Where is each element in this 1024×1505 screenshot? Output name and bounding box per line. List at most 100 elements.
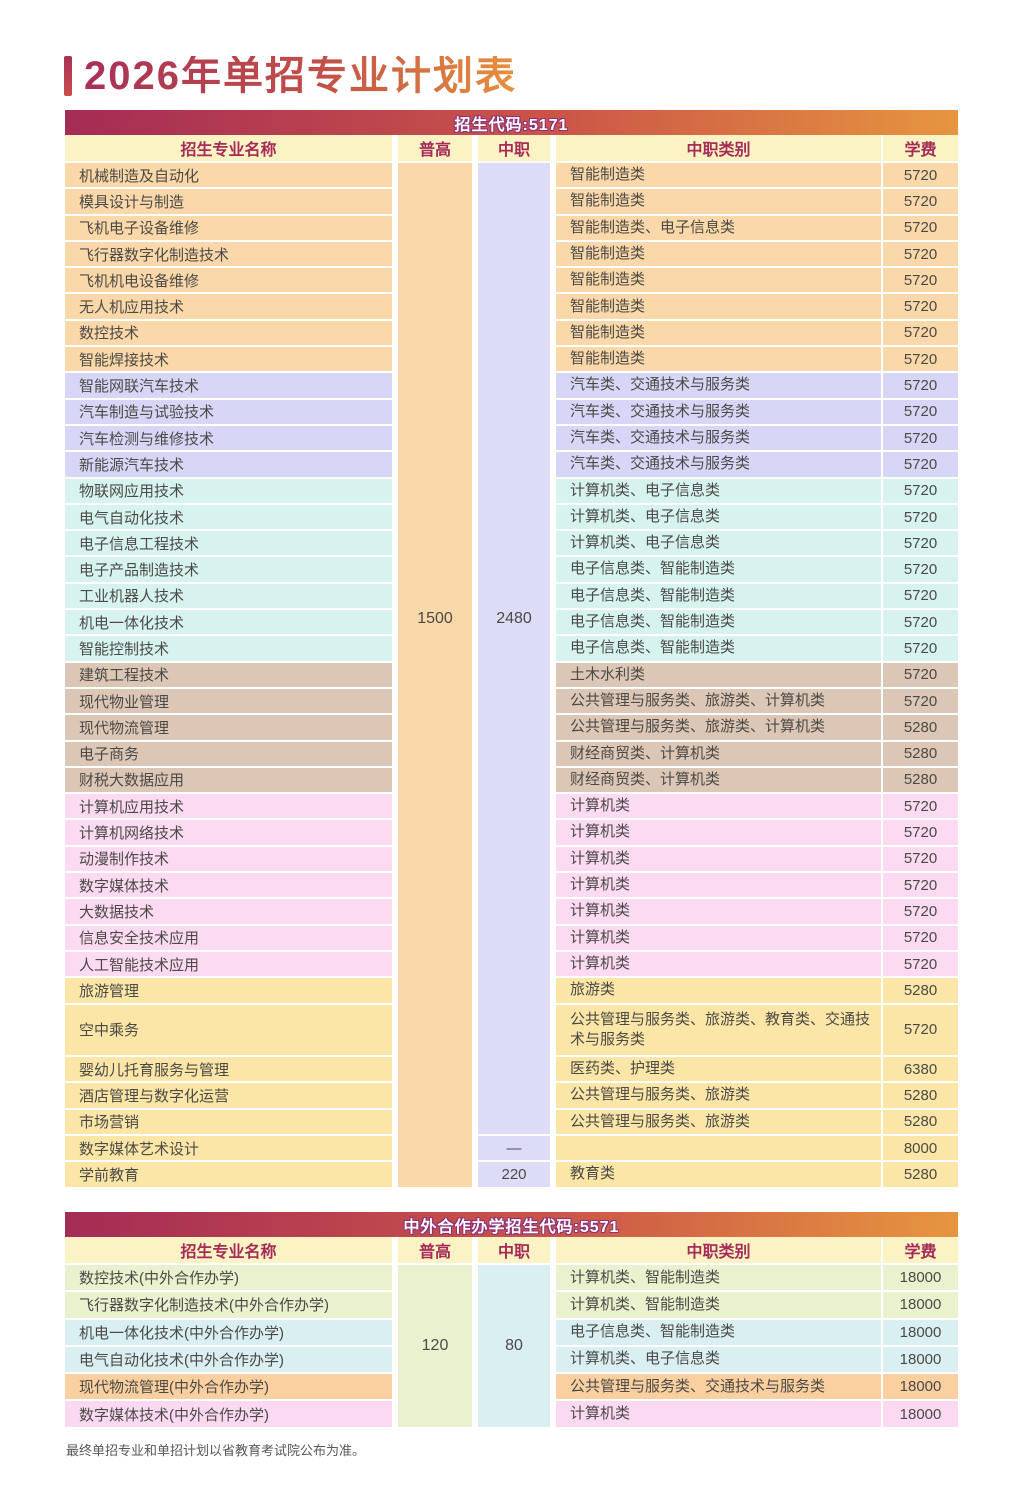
table1-zhongzhi-total: 2480 — [496, 610, 532, 627]
fee-cell: 5720 — [883, 557, 958, 582]
category-cell: 公共管理与服务类、旅游类、计算机类 — [556, 688, 881, 714]
major-name-cell: 模具设计与制造 — [65, 189, 392, 214]
table2-band: 中外合作办学招生代码:5571 — [65, 1212, 958, 1237]
major-name-cell: 计算机应用技术 — [65, 794, 392, 819]
column-header-fee: 学费 — [883, 135, 958, 161]
category-cell: 计算机类 — [556, 873, 881, 898]
major-name-cell: 建筑工程技术 — [65, 662, 392, 687]
category-cell: 计算机类、电子信息类 — [556, 504, 881, 530]
category-cell: 计算机类 — [556, 951, 881, 977]
major-name-cell: 计算机网络技术 — [65, 820, 392, 845]
major-name-cell: 工业机器人技术 — [65, 583, 392, 609]
table-row: 旅游管理 旅游类 5280 — [65, 978, 958, 1004]
category-cell: 计算机类 — [556, 820, 881, 845]
fee-cell: 18000 — [883, 1401, 958, 1427]
table-row: 动漫制作技术 计算机类 5720 — [65, 846, 958, 873]
column-header-fee: 学费 — [883, 1237, 958, 1263]
fee-cell: 5720 — [883, 504, 958, 530]
fee-cell: 5720 — [883, 583, 958, 609]
fee-cell: 5720 — [883, 452, 958, 477]
fee-cell: 5280 — [883, 715, 958, 740]
fee-cell: 5720 — [883, 425, 958, 451]
fee-cell: 5720 — [883, 951, 958, 977]
table-row: 飞行器数字化制造技术 智能制造类 5720 — [65, 241, 958, 268]
fee-cell: 5720 — [883, 531, 958, 556]
fee-cell: 5720 — [883, 662, 958, 687]
table-row: 智能焊接技术 智能制造类 5720 — [65, 347, 958, 373]
table-row: 学前教育 220 教育类 5280 — [65, 1162, 958, 1188]
category-cell: 土木水利类 — [556, 662, 881, 687]
category-cell — [556, 1135, 881, 1161]
category-cell: 智能制造类 — [556, 268, 881, 293]
table-row: 电气自动化技术 计算机类、电子信息类 5720 — [65, 504, 958, 531]
major-name-cell: 大数据技术 — [65, 899, 392, 924]
category-cell: 公共管理与服务类、交通技术与服务类 — [556, 1374, 881, 1400]
major-name-cell: 数控技术 — [65, 320, 392, 346]
major-name-cell: 智能焊接技术 — [65, 347, 392, 372]
major-name-cell: 机械制造及自动化 — [65, 163, 392, 188]
page-title: 2026年单招专业计划表 — [84, 54, 517, 98]
table-row: 模具设计与制造 智能制造类 5720 — [65, 189, 958, 215]
category-cell: 智能制造类、电子信息类 — [556, 215, 881, 240]
table-row: 汽车检测与维修技术 汽车类、交通技术与服务类 5720 — [65, 425, 958, 452]
major-name-cell: 机电一体化技术(中外合作办学) — [65, 1319, 392, 1345]
fee-cell: 5720 — [883, 846, 958, 872]
major-name-cell: 飞行器数字化制造技术(中外合作办学) — [65, 1292, 392, 1318]
column-header-category: 中职类别 — [556, 135, 881, 161]
major-name-cell: 电气自动化技术 — [65, 504, 392, 530]
fee-cell: 18000 — [883, 1292, 958, 1318]
major-name-cell: 现代物流管理(中外合作办学) — [65, 1374, 392, 1400]
fee-cell: 5720 — [883, 399, 958, 424]
fee-cell: 5720 — [883, 373, 958, 398]
table2-zhongzhi-merged-cell: 80 — [478, 1265, 550, 1427]
category-cell: 公共管理与服务类、旅游类 — [556, 1109, 881, 1134]
major-name-cell: 电子信息工程技术 — [65, 531, 392, 556]
column-header-category: 中职类别 — [556, 1237, 881, 1263]
fee-cell: 5720 — [883, 294, 958, 319]
category-cell: 计算机类、智能制造类 — [556, 1292, 881, 1318]
zhongzhi-cell: 220 — [478, 1162, 550, 1187]
major-name-cell: 信息安全技术应用 — [65, 925, 392, 950]
cooperative-plan-table: 中外合作办学招生代码:5571 招生专业名称 普高 中职 中职类别 学费 120… — [65, 1212, 958, 1429]
fee-cell: 5280 — [883, 741, 958, 766]
table-row: 数字媒体技术(中外合作办学) 计算机类 18000 — [65, 1401, 958, 1428]
fee-cell: 5720 — [883, 347, 958, 372]
table2-zhongzhi-total: 80 — [505, 1336, 523, 1354]
footer-note: 最终单招专业和单招计划以省教育考试院公布为准。 — [66, 1443, 366, 1458]
major-name-cell: 电气自动化技术(中外合作办学) — [65, 1346, 392, 1373]
major-name-cell: 飞机电子设备维修 — [65, 215, 392, 240]
major-name-cell: 飞行器数字化制造技术 — [65, 241, 392, 267]
major-name-cell: 学前教育 — [65, 1162, 392, 1187]
category-cell: 电子信息类、智能制造类 — [556, 1319, 881, 1345]
category-cell: 计算机类、电子信息类 — [556, 1346, 881, 1373]
fee-cell: 5280 — [883, 767, 958, 793]
category-cell: 医药类、护理类 — [556, 1057, 881, 1082]
fee-cell: 5720 — [883, 636, 958, 661]
category-cell: 公共管理与服务类、旅游类、教育类、交通技术与服务类 — [556, 1004, 881, 1056]
major-name-cell: 电子商务 — [65, 741, 392, 766]
category-cell: 财经商贸类、计算机类 — [556, 767, 881, 793]
table-row: 数控技术(中外合作办学) 计算机类、智能制造类 18000 — [65, 1265, 958, 1292]
category-cell: 汽车类、交通技术与服务类 — [556, 399, 881, 424]
major-name-cell: 财税大数据应用 — [65, 767, 392, 793]
table1-putong-merged-cell: 1500 — [398, 163, 472, 1187]
fee-cell: 18000 — [883, 1319, 958, 1345]
table-row: 智能网联汽车技术 汽车类、交通技术与服务类 5720 — [65, 373, 958, 399]
table-row: 数字媒体艺术设计 — 8000 — [65, 1135, 958, 1162]
table2-body: 120 80 数控技术(中外合作办学) 计算机类、智能制造类 18000 飞行器数字化… — [65, 1265, 958, 1429]
fee-cell: 8000 — [883, 1135, 958, 1161]
fee-cell: 5280 — [883, 1162, 958, 1187]
fee-cell: 5720 — [883, 163, 958, 188]
fee-cell: 5720 — [883, 215, 958, 240]
table-row: 数控技术 智能制造类 5720 — [65, 320, 958, 347]
table-row: 电子商务 财经商贸类、计算机类 5280 — [65, 741, 958, 768]
column-header-putong: 普高 — [398, 1237, 472, 1263]
category-cell: 智能制造类 — [556, 294, 881, 319]
fee-cell: 5720 — [883, 820, 958, 845]
table1-zhongzhi-merged-cell: 2480 — [478, 163, 550, 1134]
fee-cell: 5720 — [883, 794, 958, 819]
table1-body: 1500 2480 机械制造及自动化 智能制造类 5720 模具设计与制造 智能制造类 5… — [65, 163, 958, 1189]
major-name-cell: 婴幼儿托育服务与管理 — [65, 1057, 392, 1082]
category-cell: 公共管理与服务类、旅游类 — [556, 1083, 881, 1108]
